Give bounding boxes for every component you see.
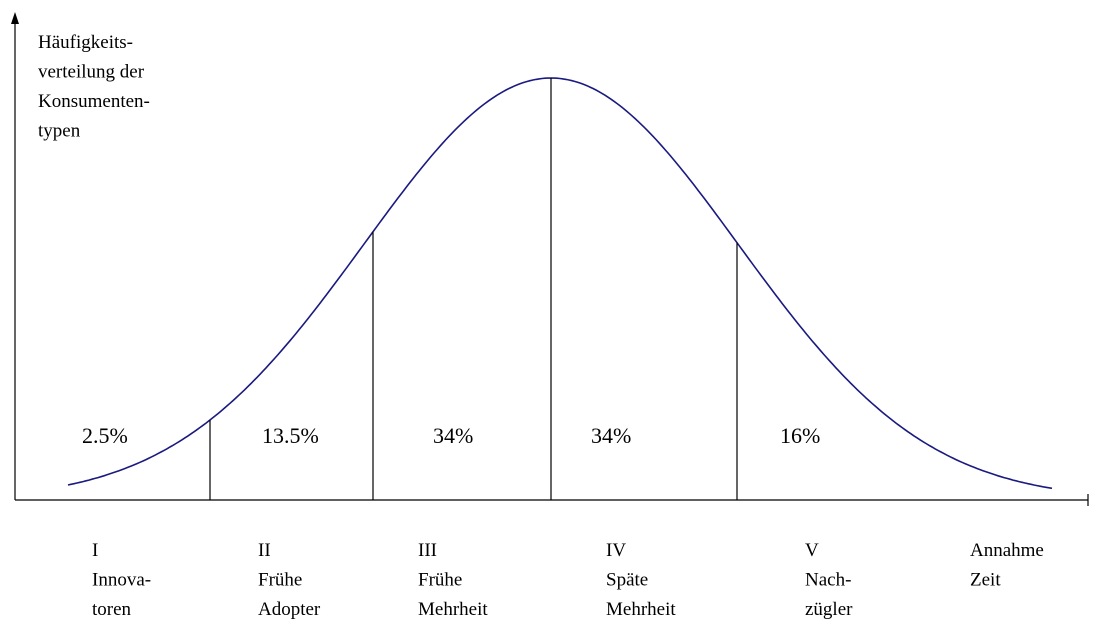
segment-label: Nach- [805,570,851,591]
segment-label: III [418,540,437,561]
x-axis-label: Zeit [970,570,1001,591]
segment-label: V [805,540,819,561]
y-axis-label: verteilung der [38,62,145,83]
segment-label: toren [92,599,132,620]
y-axis-label: Häufigkeits- [38,32,133,53]
segment-label: Innova- [92,570,151,591]
segment-share: 34% [433,423,473,448]
y-axis-label: Konsumenten- [38,91,150,112]
segment-label: IV [606,540,626,561]
y-axis-arrow [11,12,19,24]
x-axis-label: Annahme [970,540,1044,561]
segment-share: 16% [780,423,820,448]
segment-share: 13.5% [262,423,319,448]
segment-share: 34% [591,423,631,448]
segment-label: II [258,540,271,561]
segment-label: Adopter [258,599,321,620]
segment-label: zügler [805,599,853,620]
segment-label: Frühe [258,570,302,591]
segment-label: Frühe [418,570,462,591]
bell-curve [67,77,1053,490]
y-axis-label: typen [38,121,81,142]
segment-label: Mehrheit [418,599,488,620]
segment-share: 2.5% [82,423,128,448]
segment-label: Späte [606,570,648,591]
segment-label: I [92,540,98,561]
segment-label: Mehrheit [606,599,676,620]
